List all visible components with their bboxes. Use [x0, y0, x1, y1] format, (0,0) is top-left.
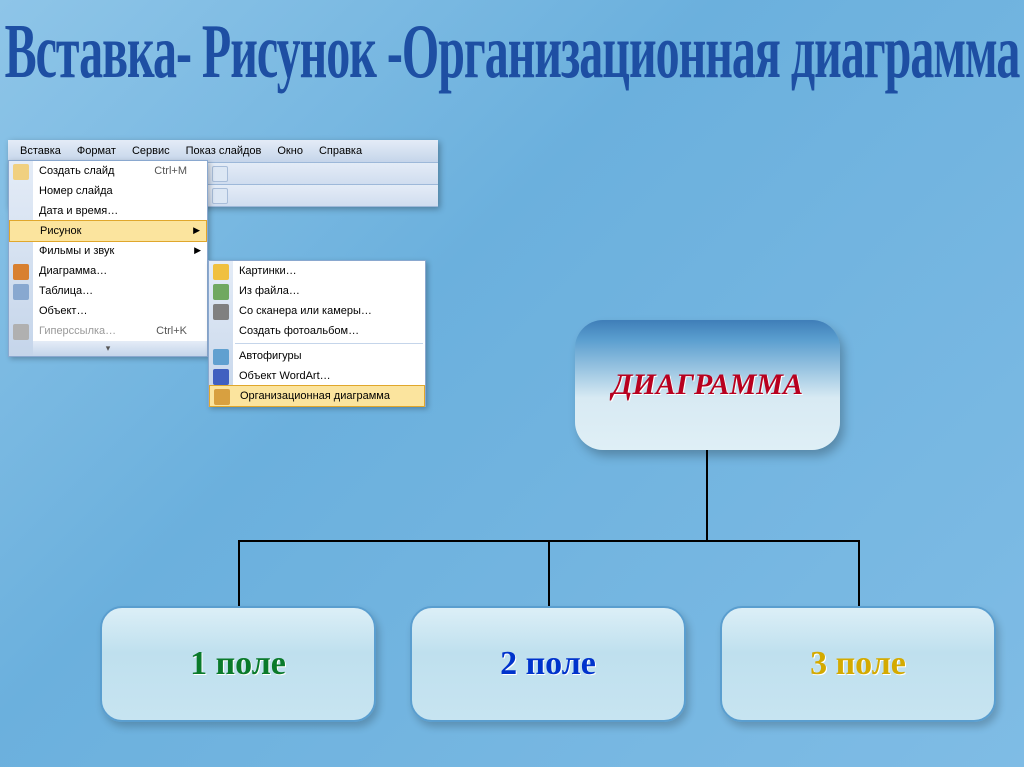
- menubar-item[interactable]: Окно: [269, 143, 311, 159]
- page-title: Вставка- Рисунок -Организационная диагра…: [0, 8, 1024, 96]
- menu-item[interactable]: Объект WordArt…: [209, 366, 425, 386]
- menu-item-icon: [213, 304, 229, 320]
- menu-item-label: Дата и время…: [39, 205, 118, 217]
- menu-item-label: Диаграмма…: [39, 265, 107, 277]
- menu-separator: [235, 343, 423, 344]
- menu-item[interactable]: Диаграмма…: [9, 261, 207, 281]
- menu-item[interactable]: Объект…: [9, 301, 207, 321]
- org-child-label: 2 поле: [500, 645, 596, 683]
- menu-item-icon: [213, 284, 229, 300]
- menu-item-icon: [213, 264, 229, 280]
- org-root-label: ДИАГРАММА: [612, 368, 803, 402]
- menu-item-icon: [13, 164, 29, 180]
- menu-item[interactable]: Рисунок ▶: [9, 220, 207, 242]
- menu-item-label: Создать фотоальбом…: [239, 325, 359, 337]
- menu-item[interactable]: Таблица…: [9, 281, 207, 301]
- menu-item[interactable]: Из файла…: [209, 281, 425, 301]
- menu-item-icon: [13, 284, 29, 300]
- menubar-item[interactable]: Сервис: [124, 143, 178, 159]
- menu-item[interactable]: Номер слайда: [9, 181, 207, 201]
- menu-item-label: Номер слайда: [39, 185, 113, 197]
- connector: [858, 540, 860, 606]
- menu-item[interactable]: Автофигуры: [209, 346, 425, 366]
- menu-item-label: Из файла…: [239, 285, 300, 297]
- menu-item-label: Организационная диаграмма: [240, 390, 390, 402]
- connector: [548, 540, 550, 606]
- menu-item-icon: [213, 369, 229, 385]
- org-child-box: 3 поле: [720, 606, 996, 722]
- connector: [706, 450, 708, 540]
- menu-item[interactable]: Создать слайд Ctrl+M: [9, 161, 207, 181]
- menu-item-icon: [13, 264, 29, 280]
- menu-item[interactable]: Со сканера или камеры…: [209, 301, 425, 321]
- menubar-item[interactable]: Вставка: [12, 143, 69, 159]
- menu-item-label: Рисунок: [40, 225, 82, 237]
- dropdown-picture: Картинки… Из файла… Со сканера или камеры……: [208, 260, 426, 407]
- menu-item[interactable]: Создать фотоальбом…: [209, 321, 425, 341]
- org-child-box: 2 поле: [410, 606, 686, 722]
- menu-item[interactable]: Организационная диаграмма: [209, 385, 425, 407]
- dropdown-insert: Создать слайд Ctrl+M Номер слайда Дата и вр…: [8, 160, 208, 357]
- menu-item-label: Гиперссылка…: [39, 325, 116, 337]
- menu-item-icon: [13, 324, 29, 340]
- menu-item-label: Объект…: [39, 305, 87, 317]
- menubar-item[interactable]: Справка: [311, 143, 370, 159]
- connector: [238, 540, 240, 606]
- org-root-box: ДИАГРАММА: [575, 320, 840, 450]
- org-child-box: 1 поле: [100, 606, 376, 722]
- menu-item-label: Со сканера или камеры…: [239, 305, 372, 317]
- menu-item-label: Картинки…: [239, 265, 297, 277]
- menu-screenshot: Вставка Формат Сервис Показ слайдов Окно…: [8, 140, 438, 207]
- menu-item[interactable]: Картинки…: [209, 261, 425, 281]
- toolbar-icon[interactable]: [212, 188, 228, 204]
- menu-item-shortcut: Ctrl+M: [154, 165, 187, 177]
- submenu-arrow-icon: ▶: [193, 225, 200, 236]
- menu-item[interactable]: Гиперссылка… Ctrl+K: [9, 321, 207, 341]
- menu-item-label: Таблица…: [39, 285, 93, 297]
- menu-item[interactable]: Фильмы и звук ▶: [9, 241, 207, 261]
- menu-item-label: Создать слайд: [39, 165, 114, 177]
- menu-item-icon: [213, 349, 229, 365]
- menu-item-shortcut: Ctrl+K: [156, 325, 187, 337]
- menu-item-label: Автофигуры: [239, 350, 302, 362]
- menubar-item[interactable]: Показ слайдов: [178, 143, 270, 159]
- expand-menu-icon[interactable]: ▾: [9, 341, 207, 356]
- menu-item[interactable]: Дата и время…: [9, 201, 207, 221]
- menu-item-icon: [214, 389, 230, 405]
- menubar-item[interactable]: Формат: [69, 143, 124, 159]
- toolbar-icon[interactable]: [212, 166, 228, 182]
- menu-item-label: Фильмы и звук: [39, 245, 114, 257]
- org-child-label: 3 поле: [810, 645, 906, 683]
- org-child-label: 1 поле: [190, 645, 286, 683]
- menu-item-label: Объект WordArt…: [239, 370, 331, 382]
- submenu-arrow-icon: ▶: [194, 245, 201, 256]
